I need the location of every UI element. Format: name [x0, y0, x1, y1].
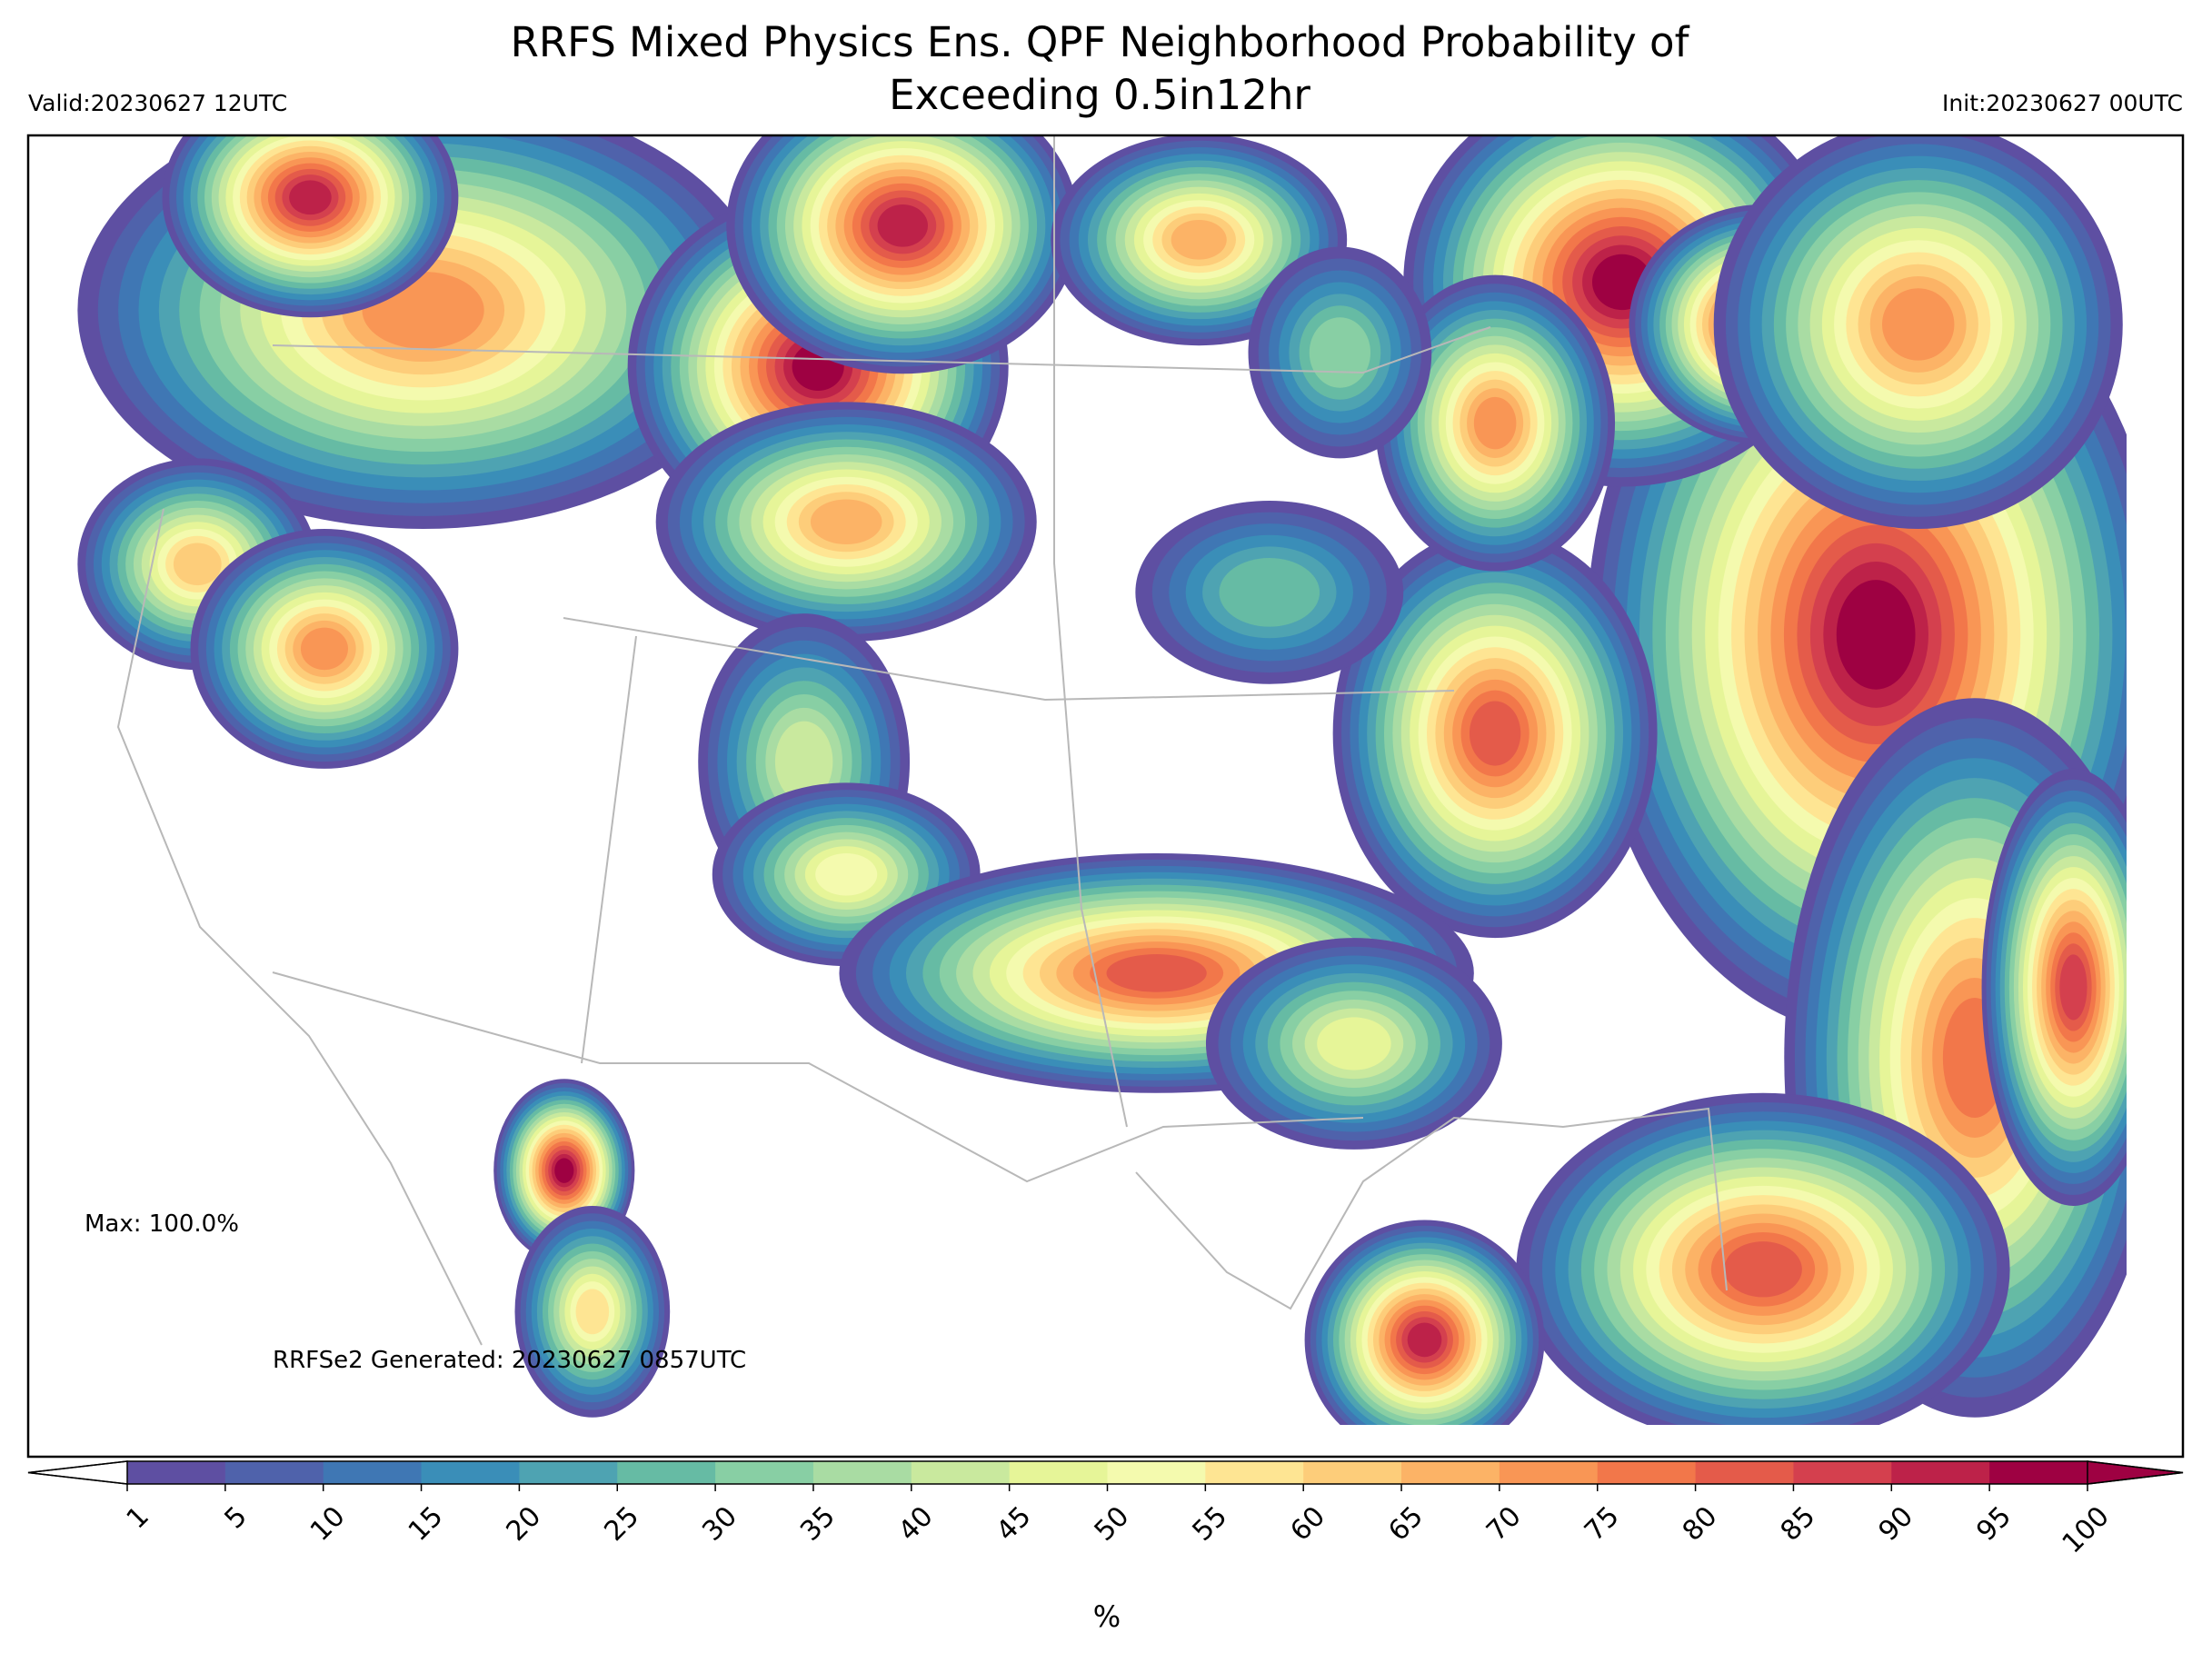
max-label: Max: 100.0% — [85, 1210, 239, 1238]
probability-contour — [1473, 396, 1517, 450]
probability-contour — [1469, 701, 1521, 766]
map-frame — [26, 134, 2185, 1459]
colorbar-bin — [224, 1461, 324, 1484]
colorbar-tick-label: 85 — [1775, 1500, 1822, 1548]
probability-contour — [1836, 580, 1916, 690]
title: Exceeding 0.5in12hr — [889, 71, 1310, 119]
colorbar-bin — [1499, 1461, 1599, 1484]
colorbar-tick-label: 55 — [1187, 1500, 1234, 1548]
colorbar-tick-label: 35 — [794, 1500, 842, 1548]
probability-contour — [1882, 288, 1955, 361]
colorbar-under — [27, 1460, 128, 1485]
colorbar-bin — [1107, 1461, 1206, 1484]
colorbar: 1 5 10 15 20 25 30 35 40 45 50 55 60 65 70 75 80 85 90 95 10… — [27, 1460, 2184, 1559]
colorbar-tick-label: 75 — [1579, 1500, 1626, 1548]
probability-field — [28, 135, 2183, 1457]
colorbar-tick-label: 65 — [1382, 1500, 1430, 1548]
colorbar-bin — [1597, 1461, 1697, 1484]
probability-contour — [173, 543, 222, 586]
probability-contour — [815, 852, 878, 896]
title: RRFS Mixed Physics Ens. QPF Neighborhood… — [511, 18, 1690, 66]
colorbar-tick-label: 60 — [1284, 1500, 1331, 1548]
colorbar-bin — [127, 1461, 226, 1484]
colorbar-tick-label: 80 — [1677, 1500, 1724, 1548]
colorbar-tick-label: 40 — [892, 1500, 940, 1548]
generated-label: RRFSe2 Generated: 20230627 0857UTC — [273, 1347, 746, 1374]
probability-contour — [1219, 558, 1320, 627]
probability-contour — [1171, 220, 1227, 260]
probability-contour — [1317, 1017, 1391, 1070]
colorbar-tick-label: 45 — [991, 1500, 1038, 1548]
borders — [116, 136, 1728, 1346]
probability-contour — [1106, 954, 1207, 992]
colorbar-bin — [617, 1461, 716, 1484]
colorbar-tick-label: 25 — [598, 1500, 645, 1548]
colorbar-bin — [421, 1461, 520, 1484]
colorbar-tick-label: 20 — [501, 1500, 548, 1548]
colorbar-tick-label: 15 — [403, 1500, 450, 1548]
probability-contour — [2059, 954, 2087, 1021]
probability-contour — [300, 627, 348, 671]
colorbar-bin — [519, 1461, 618, 1484]
probability-contour — [554, 1158, 574, 1183]
probability-contour — [1407, 1322, 1442, 1358]
probability-contour — [1309, 317, 1371, 388]
colorbar-tick-label: 30 — [696, 1500, 743, 1548]
init-time: Init:20230627 00UTC — [1942, 90, 2183, 116]
colorbar-tick-label: 50 — [1089, 1500, 1136, 1548]
colorbar-bin — [1205, 1461, 1304, 1484]
probability-contour — [877, 204, 928, 247]
colorbar-bin — [323, 1461, 423, 1484]
probability-contour — [289, 180, 332, 215]
colorbar-bin — [1891, 1461, 1990, 1484]
colorbar-bin — [1695, 1461, 1794, 1484]
colorbar-tick-label: 100 — [2057, 1500, 2116, 1559]
colorbar-bin — [812, 1461, 912, 1484]
probability-contour — [774, 721, 833, 802]
data-edge — [28, 1425, 2183, 1457]
colorbar-bin — [1793, 1461, 1892, 1484]
map — [28, 135, 2183, 1457]
colorbar-tick-label: 90 — [1872, 1500, 1919, 1548]
colorbar-bin — [911, 1461, 1011, 1484]
colorbar-tick-label: 70 — [1480, 1500, 1528, 1548]
colorbar-bin — [1401, 1461, 1500, 1484]
colorbar-bin — [1989, 1461, 2088, 1484]
colorbar-tick-label: 1 — [121, 1500, 155, 1535]
colorbar-over — [2087, 1460, 2184, 1485]
probability-contour — [575, 1289, 610, 1335]
colorbar-tick-label: 10 — [304, 1500, 352, 1548]
colorbar-label: % — [1093, 1599, 1121, 1634]
colorbar-bin — [715, 1461, 814, 1484]
probability-contour — [1724, 1241, 1802, 1298]
colorbar-bin — [1009, 1461, 1108, 1484]
data-edge — [2127, 135, 2183, 1457]
valid-time: Valid:20230627 12UTC — [28, 90, 287, 116]
colorbar-bin — [1303, 1461, 1402, 1484]
colorbar-tick-label: 5 — [219, 1500, 254, 1535]
probability-contour — [810, 499, 882, 544]
colorbar-tick-label: 95 — [1970, 1500, 2018, 1548]
